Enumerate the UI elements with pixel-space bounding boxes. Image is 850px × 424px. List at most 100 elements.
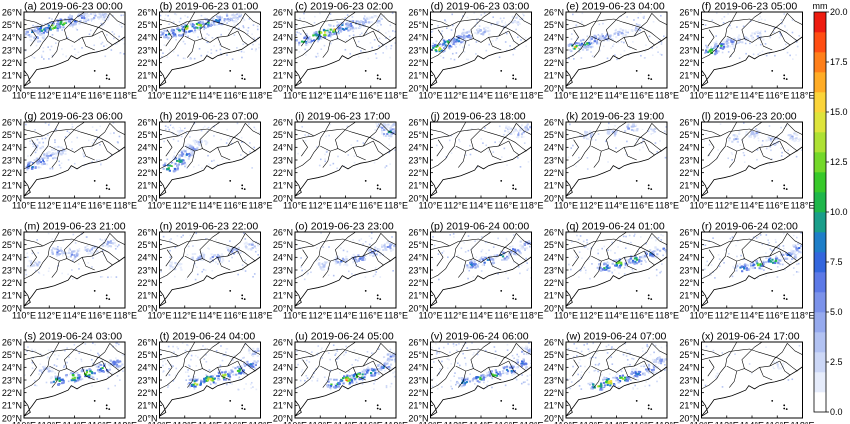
rain-cell bbox=[784, 25, 786, 27]
rain-cell bbox=[581, 12, 584, 15]
rain-cell bbox=[318, 164, 321, 167]
rain-cell bbox=[221, 255, 224, 258]
panel-title: (r) 2019-06-24 02:00 bbox=[702, 221, 798, 233]
rain-cell bbox=[66, 361, 68, 364]
rain-cell bbox=[506, 255, 509, 258]
rain-cell bbox=[599, 269, 603, 272]
rain-cell bbox=[253, 126, 256, 129]
rain-cell bbox=[619, 264, 622, 267]
boundary-line bbox=[701, 122, 738, 170]
rain-cell bbox=[180, 164, 183, 166]
rain-cell bbox=[777, 136, 780, 139]
rain-cell bbox=[251, 48, 253, 50]
admin-boundaries bbox=[24, 122, 125, 170]
boundary-line bbox=[295, 19, 315, 27]
rain-cell bbox=[614, 131, 618, 134]
rain-cell bbox=[61, 151, 64, 154]
rain-cell bbox=[174, 35, 178, 38]
rain-cell bbox=[64, 152, 67, 155]
rain-cell bbox=[45, 26, 48, 29]
island-mark bbox=[512, 74, 515, 77]
rain-cell bbox=[648, 35, 651, 38]
rain-cell bbox=[69, 14, 71, 17]
rain-cell bbox=[736, 264, 739, 267]
rain-cell bbox=[233, 34, 236, 36]
rain-cell bbox=[86, 236, 88, 238]
rain-cell bbox=[718, 265, 721, 268]
rain-cell bbox=[118, 244, 120, 246]
rain-cell bbox=[43, 58, 45, 60]
rain-cell bbox=[764, 43, 767, 45]
rain-cell bbox=[430, 31, 433, 33]
rain-cell bbox=[205, 143, 208, 146]
rain-cell bbox=[198, 141, 201, 144]
boundary-line bbox=[701, 239, 721, 247]
rain-cell bbox=[32, 146, 35, 149]
y-tick-label: 26°N bbox=[273, 227, 293, 237]
rain-cell bbox=[207, 247, 209, 250]
rain-cell bbox=[318, 32, 321, 35]
rain-cell bbox=[348, 24, 351, 27]
rain-cell bbox=[455, 42, 458, 45]
rain-cell bbox=[519, 245, 522, 248]
boundary-line bbox=[707, 139, 715, 157]
panel-title: (n) 2019-06-23 22:00 bbox=[160, 221, 259, 233]
rain-cell bbox=[382, 253, 384, 256]
rain-cell bbox=[47, 151, 51, 154]
rain-cell bbox=[183, 23, 186, 26]
rain-cell bbox=[47, 232, 50, 235]
rain-cell bbox=[342, 249, 345, 252]
rain-cell bbox=[42, 50, 45, 53]
rain-cell bbox=[67, 380, 70, 383]
boundary-line bbox=[436, 29, 444, 47]
rain-cell bbox=[169, 48, 171, 51]
rain-cell bbox=[347, 27, 350, 30]
rain-cell bbox=[797, 252, 799, 255]
rain-cell bbox=[116, 245, 119, 248]
rain-cell bbox=[781, 263, 784, 266]
x-tick-label: 118°E bbox=[113, 91, 137, 101]
rain-cell bbox=[111, 372, 114, 374]
panel-title: (i) 2019-06-23 17:00 bbox=[295, 111, 390, 123]
rain-cell bbox=[31, 55, 34, 58]
rain-cell bbox=[617, 30, 620, 33]
map-area bbox=[430, 12, 532, 88]
rain-cell bbox=[737, 38, 740, 41]
rain-cell bbox=[111, 31, 114, 33]
rain-cell bbox=[65, 376, 68, 378]
rain-cell bbox=[83, 155, 85, 158]
rain-cell bbox=[324, 34, 327, 37]
rain-cell bbox=[120, 14, 123, 17]
rain-cell bbox=[720, 44, 723, 47]
rain-cell bbox=[660, 14, 662, 17]
rain-cell bbox=[614, 252, 616, 254]
rain-cell bbox=[43, 162, 46, 165]
rain-cell bbox=[583, 136, 586, 139]
rain-cell bbox=[459, 140, 461, 143]
rain-cell bbox=[53, 146, 56, 149]
rain-cell bbox=[47, 367, 50, 370]
rain-cell bbox=[451, 38, 454, 41]
rain-cell bbox=[460, 247, 463, 250]
rain-cell bbox=[656, 46, 658, 49]
rain-cell bbox=[778, 245, 781, 247]
rain-cell bbox=[178, 20, 181, 23]
rain-cell bbox=[662, 247, 665, 250]
rain-cell bbox=[300, 266, 302, 268]
rain-cell bbox=[751, 32, 754, 35]
rain-cell bbox=[623, 34, 626, 37]
rain-cell bbox=[455, 46, 457, 48]
rain-cell bbox=[745, 34, 748, 37]
rain-cell bbox=[37, 252, 40, 254]
rain-cell bbox=[652, 133, 655, 136]
rain-cell bbox=[441, 30, 444, 32]
rain-cell bbox=[370, 232, 373, 234]
rain-cell bbox=[104, 14, 108, 17]
rain-cell bbox=[38, 373, 41, 376]
boundary-line bbox=[566, 128, 663, 152]
rain-cell bbox=[44, 156, 47, 159]
rain-cell bbox=[740, 254, 742, 257]
rain-cell bbox=[778, 36, 781, 39]
rain-cell bbox=[91, 385, 93, 387]
rain-cell bbox=[34, 264, 37, 267]
